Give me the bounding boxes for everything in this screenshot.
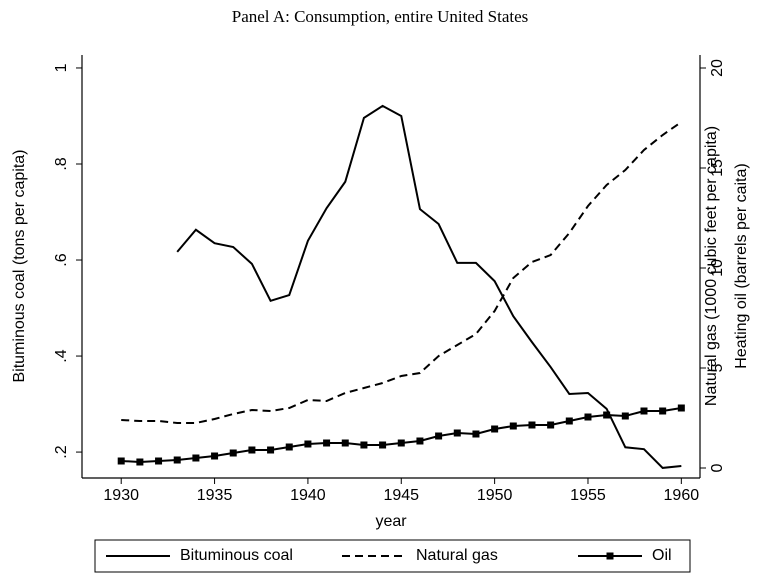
series-marker <box>155 457 163 465</box>
series-marker <box>229 449 237 457</box>
y2-axis-label: Heating oil (barrels per caita) <box>733 163 750 368</box>
series-marker <box>659 407 667 415</box>
series-marker <box>621 412 629 420</box>
series-marker <box>584 413 592 421</box>
legend-marker <box>606 552 614 560</box>
series-marker <box>547 421 555 429</box>
y2-tick-label: 15 <box>709 159 726 177</box>
y2-tick-label: 20 <box>709 59 726 77</box>
series-marker <box>435 432 443 440</box>
series-marker <box>304 440 312 448</box>
x-tick-label: 1955 <box>570 487 606 504</box>
series-marker <box>397 439 405 447</box>
series-line <box>176 104 682 469</box>
series-marker <box>211 452 219 460</box>
series-marker <box>136 458 144 466</box>
series-marker <box>173 456 181 464</box>
series-marker <box>379 441 387 449</box>
legend-box <box>94 539 691 573</box>
series-marker <box>341 439 349 447</box>
legend-label: Natural gas <box>416 547 498 564</box>
series-marker <box>248 446 256 454</box>
chart-title: Panel A: Consumption, entire United Stat… <box>232 7 529 26</box>
x-tick-label: 1935 <box>197 487 233 504</box>
y-tick-label: .2 <box>53 445 70 458</box>
x-tick-label: 1940 <box>290 487 326 504</box>
y2-tick-label: 10 <box>709 259 726 277</box>
y-axis-label: Bituminous coal (tons per capita) <box>11 150 28 383</box>
series-marker <box>323 439 331 447</box>
series-marker <box>528 421 536 429</box>
series-marker <box>509 422 517 430</box>
y2-tick-label: 5 <box>709 363 726 372</box>
y-tick-label: 1 <box>53 63 70 72</box>
series-marker <box>360 441 368 449</box>
legend-label: Bituminous coal <box>180 547 293 564</box>
series-marker <box>416 437 424 445</box>
x-axis-label: year <box>375 513 407 530</box>
series-marker <box>603 411 611 419</box>
x-tick-label: 1960 <box>664 487 700 504</box>
legend-label: Oil <box>652 547 672 564</box>
x-tick-label: 1945 <box>383 487 419 504</box>
series-marker <box>453 429 461 437</box>
series-marker <box>285 443 293 451</box>
series-marker <box>472 430 480 438</box>
x-tick-label: 1950 <box>477 487 513 504</box>
series-marker <box>192 454 200 462</box>
y-tick-label: .4 <box>53 349 70 362</box>
x-tick-label: 1930 <box>103 487 139 504</box>
series-marker <box>640 407 648 415</box>
series-marker <box>565 417 573 425</box>
series-line <box>121 407 682 464</box>
series-line <box>121 121 682 424</box>
series-marker <box>491 425 499 433</box>
y2-tick-label: 0 <box>709 463 726 472</box>
series-marker <box>267 446 275 454</box>
y-tick-label: .8 <box>53 157 70 170</box>
series-marker <box>117 457 125 465</box>
series-marker <box>677 404 685 412</box>
y2-axis-label: Natural gas (1000 cubic feet per capita) <box>703 126 720 406</box>
y-tick-label: .6 <box>53 253 70 266</box>
